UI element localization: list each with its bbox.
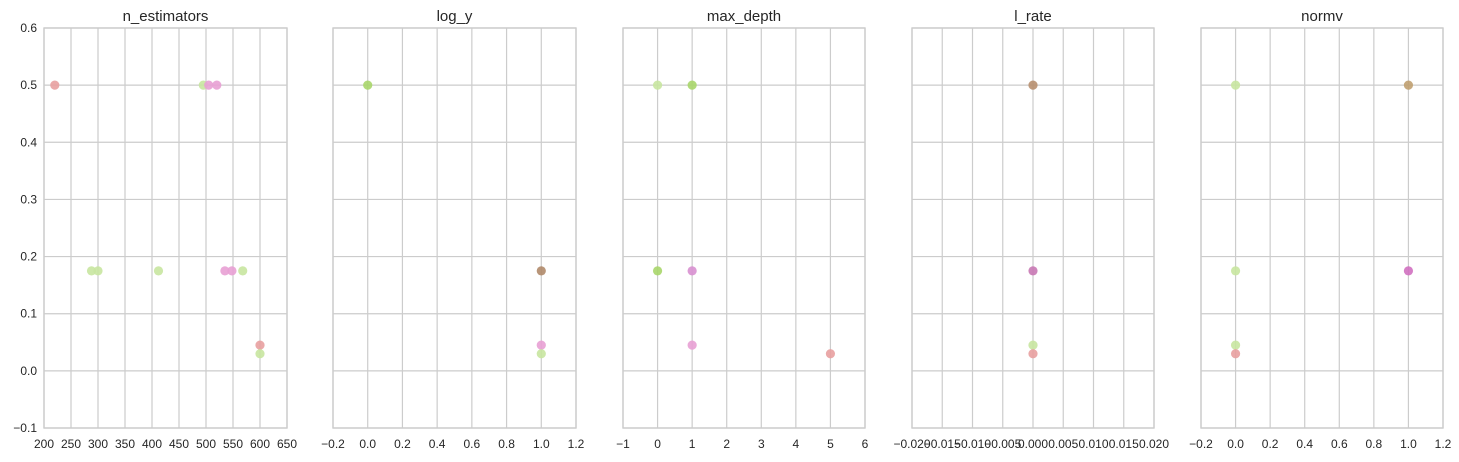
x-tick-label: 1.2: [1435, 437, 1452, 451]
data-point: [220, 266, 230, 276]
chart-title: max_depth: [707, 8, 781, 25]
data-point: [536, 349, 546, 359]
chart-panel-1: log_y −0.2 0.0 0.2 0.4 0.6 0.8 1.0 1.2: [321, 8, 585, 451]
x-tick-label: 0: [654, 437, 661, 451]
plot-frame: [332, 27, 577, 429]
y-tick-label: 0.5: [20, 78, 37, 92]
x-tick-label: 1: [689, 437, 696, 451]
x-tick-label: 0.8: [498, 437, 515, 451]
x-tick-label: 0.8: [1366, 437, 1383, 451]
data-point: [652, 266, 663, 276]
x-tick-label: 300: [88, 437, 108, 451]
data-point: [687, 266, 697, 276]
data-point: [1403, 80, 1414, 90]
x-tick-label: 0.015: [1109, 437, 1139, 451]
x-tick-label: 450: [169, 437, 189, 451]
data-point: [687, 340, 697, 350]
data-point: [238, 266, 248, 276]
x-tick-label: 0.2: [1262, 437, 1279, 451]
data-point: [652, 80, 663, 90]
x-tick-label: −0.2: [1189, 437, 1213, 451]
x-tick-label: 3: [758, 437, 765, 451]
x-tick-label: 0.6: [464, 437, 481, 451]
chart-panel-2: max_depth −1 0 1 2 3 4 5 6: [616, 8, 869, 451]
x-tick-label: 400: [142, 437, 162, 451]
x-tick-label: −0.015: [924, 437, 961, 451]
x-tick-label: 0.4: [1296, 437, 1313, 451]
plot-frame: [911, 27, 1155, 429]
chart-title: n_estimators: [123, 8, 209, 25]
x-tick-label: −0.005: [984, 437, 1021, 451]
plot-frame: [43, 27, 288, 429]
y-tick-label: 0.0: [20, 364, 37, 378]
data-point: [1230, 266, 1241, 276]
y-tick-label: 0.2: [20, 250, 37, 264]
data-point: [1403, 266, 1414, 276]
data-point: [50, 80, 60, 90]
x-tick-label: 250: [61, 437, 81, 451]
x-tick-label: 1.0: [1400, 437, 1417, 451]
data-point: [536, 266, 546, 276]
data-point: [1028, 80, 1038, 90]
data-point: [153, 266, 164, 276]
x-tick-label: 650: [277, 437, 297, 451]
x-tick-label: 200: [34, 437, 54, 451]
data-point: [255, 349, 265, 359]
x-tick-label: 0.4: [429, 437, 446, 451]
chart-title: l_rate: [1014, 8, 1052, 25]
data-point: [687, 80, 697, 90]
x-tick-label: −1: [616, 437, 630, 451]
x-tick-label: 0.000: [1018, 437, 1048, 451]
x-tick-label: 0.0: [359, 437, 376, 451]
x-tick-label: −0.020: [893, 437, 930, 451]
data-point: [363, 80, 373, 90]
x-tick-label: 0.6: [1331, 437, 1348, 451]
x-tick-label: −0.2: [321, 437, 345, 451]
data-point: [1028, 349, 1038, 359]
data-point: [93, 266, 103, 276]
data-point: [86, 266, 97, 276]
x-tick-label: 600: [250, 437, 270, 451]
y-tick-label: 0.4: [20, 135, 37, 149]
x-tick-label: 350: [115, 437, 135, 451]
data-point: [255, 340, 265, 350]
plot-frame: [622, 27, 866, 429]
x-tick-label: 0.0: [1227, 437, 1244, 451]
data-point: [536, 340, 546, 350]
chart-panel-0: n_estimators 200 250 300 350 400 450 500 550 600 6…: [13, 8, 297, 451]
data-point: [825, 349, 836, 359]
x-tick-label: 4: [793, 437, 800, 451]
x-tick-label: 0.005: [1048, 437, 1078, 451]
data-point: [1230, 80, 1241, 90]
x-tick-label: −0.010: [954, 437, 991, 451]
x-tick-label: 1.2: [568, 437, 585, 451]
y-tick-label: 0.3: [20, 192, 37, 206]
x-tick-label: 1.0: [533, 437, 550, 451]
data-point: [227, 266, 237, 276]
x-tick-label: 2: [723, 437, 730, 451]
chart-title: normv: [1301, 8, 1343, 25]
x-tick-label: 500: [196, 437, 216, 451]
x-tick-label: 550: [223, 437, 243, 451]
y-tick-label: 0.1: [20, 307, 37, 321]
x-tick-label: 0.010: [1078, 437, 1108, 451]
data-point: [1028, 340, 1038, 350]
y-tick-label: −0.1: [13, 421, 37, 435]
data-point: [212, 80, 222, 90]
plot-frame: [1200, 27, 1444, 429]
data-point: [1230, 340, 1241, 350]
x-tick-label: 6: [862, 437, 869, 451]
chart-panel-4: normv −0.2 0.0 0.2 0.4 0.6 0.8 1.0 1.2: [1189, 8, 1452, 451]
data-point: [204, 80, 214, 90]
data-point: [1230, 349, 1241, 359]
x-tick-label: 0.2: [394, 437, 411, 451]
x-tick-label: 5: [827, 437, 834, 451]
y-tick-label: 0.6: [20, 21, 37, 35]
data-point: [1028, 266, 1038, 276]
chart-title: log_y: [437, 8, 473, 25]
x-tick-label: 0.020: [1139, 437, 1169, 451]
